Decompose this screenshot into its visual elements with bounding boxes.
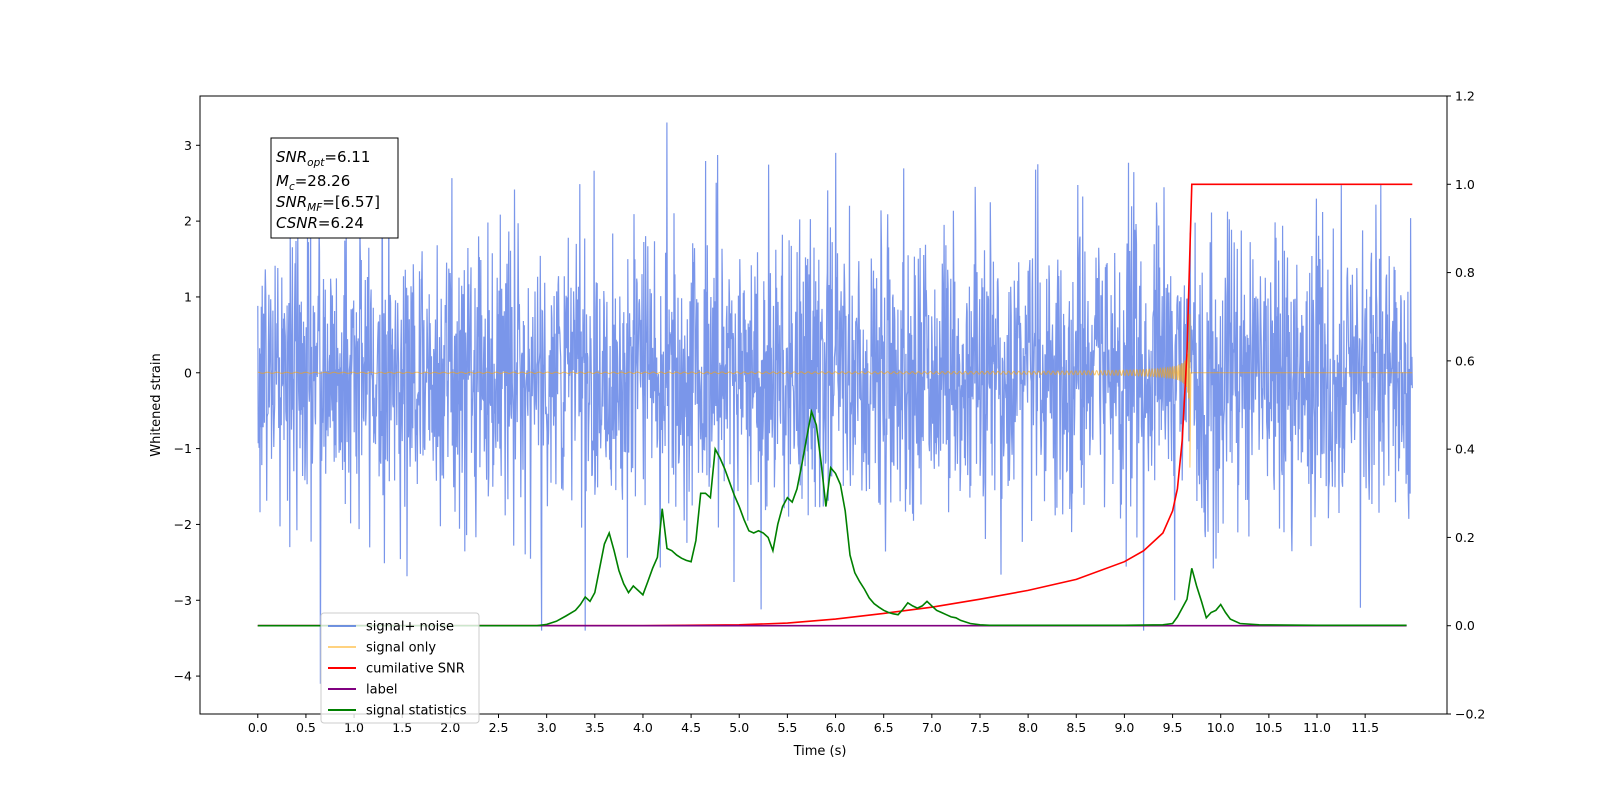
x-tick-label: 6.5 bbox=[874, 720, 894, 735]
y-tick-label: −4 bbox=[174, 669, 192, 684]
x-tick-label: 3.0 bbox=[537, 720, 557, 735]
series-cumilative-snr bbox=[257, 183, 1413, 627]
x-tick-label: 4.5 bbox=[681, 720, 701, 735]
x-axis-label: Time (s) bbox=[793, 744, 847, 759]
x-tick-label: 1.0 bbox=[344, 720, 364, 735]
y2-tick-label: 0.0 bbox=[1455, 618, 1475, 633]
x-tick-label: 2.5 bbox=[489, 720, 509, 735]
y2-tick-label: 0.6 bbox=[1455, 353, 1475, 368]
series-signal-only bbox=[257, 314, 1413, 468]
y-tick-label: −3 bbox=[174, 593, 192, 608]
y-axis-label: Whitened strain bbox=[149, 353, 164, 456]
y-tick-label: −2 bbox=[174, 517, 192, 532]
x-tick-label: 11.5 bbox=[1351, 720, 1379, 735]
x-tick-label: 6.0 bbox=[826, 720, 846, 735]
y-tick-label: 3 bbox=[184, 138, 192, 153]
x-tick-label: 8.5 bbox=[1066, 720, 1086, 735]
y-tick-label: −1 bbox=[174, 441, 192, 456]
x-tick-label: 7.0 bbox=[922, 720, 942, 735]
x-tick-label: 5.5 bbox=[777, 720, 797, 735]
x-tick-label: 5.0 bbox=[729, 720, 749, 735]
annotation-snr-opt: SNRopt=6.11 bbox=[276, 148, 370, 169]
legend-label: signal statistics bbox=[366, 704, 467, 719]
plot-frame bbox=[199, 95, 1448, 715]
x-tick-label: 11.0 bbox=[1303, 720, 1331, 735]
x-tick-label: 9.0 bbox=[1114, 720, 1134, 735]
y2-tick-label: −0.2 bbox=[1455, 707, 1485, 722]
y-tick-label: 0 bbox=[184, 365, 192, 380]
x-tick-label: 3.5 bbox=[585, 720, 605, 735]
x-tick-label: 7.5 bbox=[970, 720, 990, 735]
x-tick-label: 8.0 bbox=[1018, 720, 1038, 735]
x-tick-label: 10.5 bbox=[1255, 720, 1283, 735]
x-tick-label: 10.0 bbox=[1207, 720, 1235, 735]
annotation-mc: Mc=28.26 bbox=[276, 172, 350, 193]
annotation-snr-mf: SNRMF=[6.57] bbox=[276, 193, 380, 214]
annotation-csnr: CSNR=6.24 bbox=[276, 214, 364, 232]
x-tick-label: 2.0 bbox=[440, 720, 460, 735]
x-axis: 0.0 0.5 1.0 1.5 2.0 2.5 3.0 3.5 4.0 4.5 5.0 5.5 6.0 6… bbox=[248, 714, 1379, 735]
y-tick-label: 2 bbox=[184, 214, 192, 229]
legend-label: label bbox=[366, 683, 397, 698]
legend-label: signal+ noise bbox=[366, 620, 454, 635]
y2-tick-label: 0.2 bbox=[1455, 530, 1475, 545]
y2-tick-label: 0.4 bbox=[1455, 442, 1475, 457]
x-tick-label: 1.5 bbox=[392, 720, 412, 735]
y2-tick-label: 1.0 bbox=[1455, 177, 1475, 192]
y-tick-label: 1 bbox=[184, 289, 192, 304]
y2-tick-label: 0.8 bbox=[1455, 265, 1475, 280]
legend-label: signal only bbox=[366, 641, 436, 656]
x-tick-label: 9.5 bbox=[1163, 720, 1183, 735]
legend-label: cumilative SNR bbox=[366, 662, 465, 677]
annotation-box: SNRopt=6.11 Mc=28.26 SNRMF=[6.57] CSNR=6… bbox=[270, 137, 399, 239]
y2-tick-label: 1.2 bbox=[1455, 89, 1475, 104]
legend: signal+ noise signal only cumilative SNR la… bbox=[320, 612, 480, 724]
x-tick-label: 0.5 bbox=[296, 720, 316, 735]
y-axis-right: 1.2 1.0 0.8 0.6 0.4 0.2 0.0 −0.2 bbox=[1447, 89, 1485, 722]
series-signal-noise bbox=[257, 122, 1413, 684]
y-axis-left: 3 2 1 0 −1 −2 −3 −4 bbox=[174, 138, 200, 684]
x-tick-label: 0.0 bbox=[248, 720, 268, 735]
x-tick-label: 4.0 bbox=[633, 720, 653, 735]
plot-area bbox=[257, 122, 1413, 684]
series-signal-statistics bbox=[257, 408, 1407, 627]
